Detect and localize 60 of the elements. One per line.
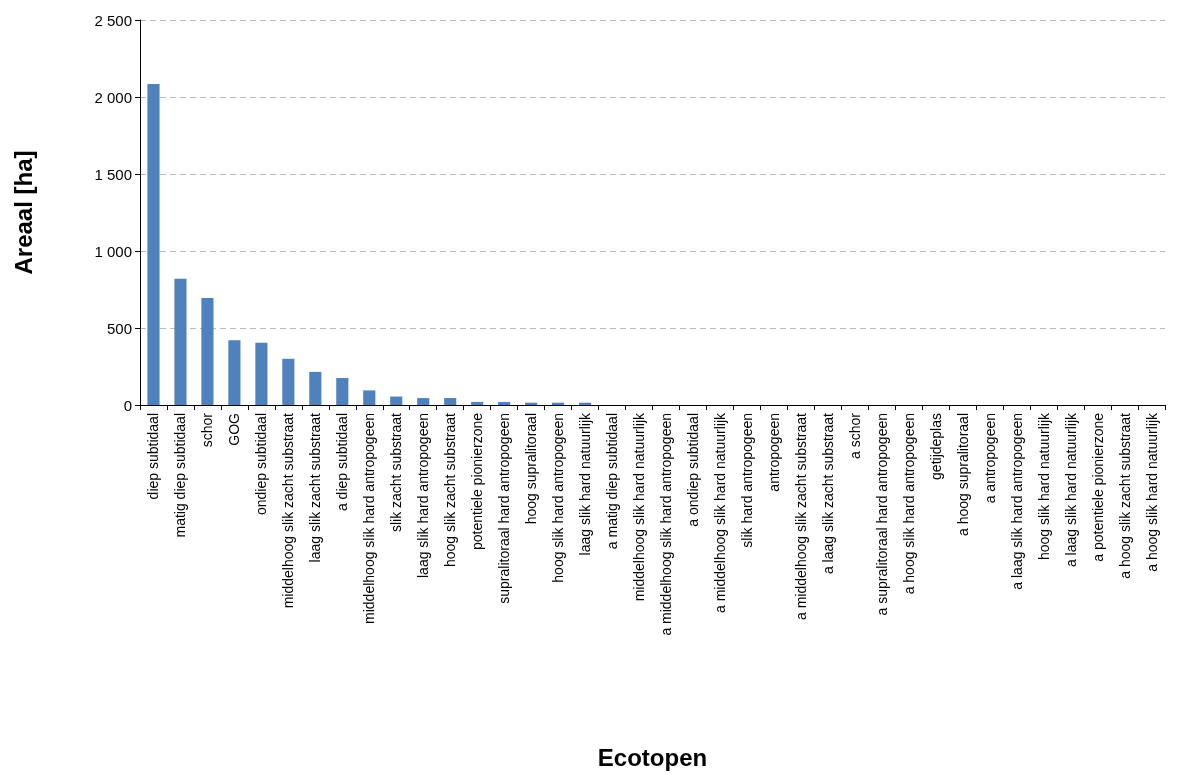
x-tick-label: supralitoraal hard antropogeen <box>496 413 513 604</box>
x-tick-label: a ondiep subtidaal <box>684 413 701 527</box>
bar <box>363 390 376 405</box>
x-axis-title: Ecotopen <box>597 743 708 771</box>
x-tick-label: schor <box>199 412 216 448</box>
x-tick-label: laag slik zacht substraat <box>307 412 324 563</box>
bar <box>498 401 511 405</box>
x-tick-label: a middelhoog slik zacht substraat <box>792 412 809 620</box>
x-tick-label: a middelhoog slik hard antropogeen <box>657 413 674 636</box>
x-tick-label: a middelhoog slik hard natuurlijk <box>711 412 728 613</box>
bar <box>390 396 403 405</box>
x-tick-label: hoog slik zacht substraat <box>442 412 459 568</box>
y-tick-label: 1 500 <box>94 165 132 183</box>
x-tick-label: a supralitoraal hard antropogeen <box>873 413 890 616</box>
x-tick-label: potentiele pionierzone <box>469 412 486 550</box>
x-tick-label: hoog supralitoraal <box>523 413 540 525</box>
bar <box>282 358 295 405</box>
x-tick-label: a hoog slik zacht substraat <box>1116 412 1133 579</box>
bar <box>444 398 457 405</box>
x-tick-label: a laag slik zacht substraat <box>819 412 836 575</box>
x-tick-label: middelhoog slik hard natuurlijk <box>631 412 648 602</box>
y-tick-label: 2 000 <box>94 88 132 106</box>
x-tick-label: a laag slik hard natuurlijk <box>1062 412 1079 568</box>
x-tick-label: a laag slik hard antropogeen <box>1008 413 1025 590</box>
x-tick-label: matig diep subtidaal <box>172 413 189 538</box>
x-tick-label: a hoog supralitoraal <box>954 413 971 536</box>
bar <box>201 297 214 405</box>
x-tick-label: laag slik hard antropogeen <box>415 413 432 579</box>
x-tick-label: a potentiele pionierzone <box>1089 412 1106 562</box>
bar <box>255 342 268 405</box>
x-tick-label: slik zacht substraat <box>388 412 405 533</box>
x-tick-label: slik hard antropogeen <box>738 413 755 548</box>
bar <box>174 278 187 405</box>
x-tick-label: laag slik hard natuurlijk <box>577 412 594 556</box>
bar <box>147 83 160 405</box>
y-tick-label: 500 <box>106 319 132 337</box>
x-tick-label: a hoog slik hard natuurlijk <box>1143 412 1160 572</box>
y-axis-title: Areaal [ha] <box>9 150 37 275</box>
bar <box>309 371 322 405</box>
x-tick-label: getijdeplas <box>927 413 944 480</box>
bar <box>228 340 241 405</box>
x-tick-label: middelhoog slik hard antropogeen <box>361 413 378 624</box>
bar <box>417 398 430 405</box>
bar <box>336 378 349 405</box>
x-tick-label: hoog slik hard antropogeen <box>550 413 567 583</box>
x-tick-label: a matig diep subtidaal <box>604 413 621 550</box>
x-tick-label: hoog slik hard natuurlijk <box>1035 412 1052 561</box>
x-tick-label: a antropogeen <box>981 413 998 504</box>
y-tick-label: 2 500 <box>94 11 132 29</box>
x-tick-label: diep subtidaal <box>145 413 162 500</box>
x-tick-label: antropogeen <box>765 413 782 492</box>
x-tick-label: GOG <box>226 413 243 446</box>
x-tick-label: middelhoog slik zacht substraat <box>280 412 297 609</box>
x-tick-label: a schor <box>846 412 863 459</box>
bar <box>471 401 484 405</box>
y-tick-label: 0 <box>123 396 132 414</box>
x-tick-label: a hoog slik hard antropogeen <box>900 413 917 595</box>
x-tick-label: a diep subtidaal <box>334 413 351 512</box>
x-tick-label: ondiep subtidaal <box>253 413 270 515</box>
y-tick-label: 1 000 <box>94 242 132 260</box>
